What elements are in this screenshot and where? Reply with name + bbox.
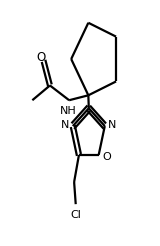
Text: NH: NH [60, 106, 77, 116]
Text: O: O [36, 51, 46, 64]
Text: N: N [60, 120, 69, 130]
Text: O: O [103, 153, 111, 162]
Text: Cl: Cl [70, 210, 81, 220]
Text: N: N [108, 120, 117, 130]
